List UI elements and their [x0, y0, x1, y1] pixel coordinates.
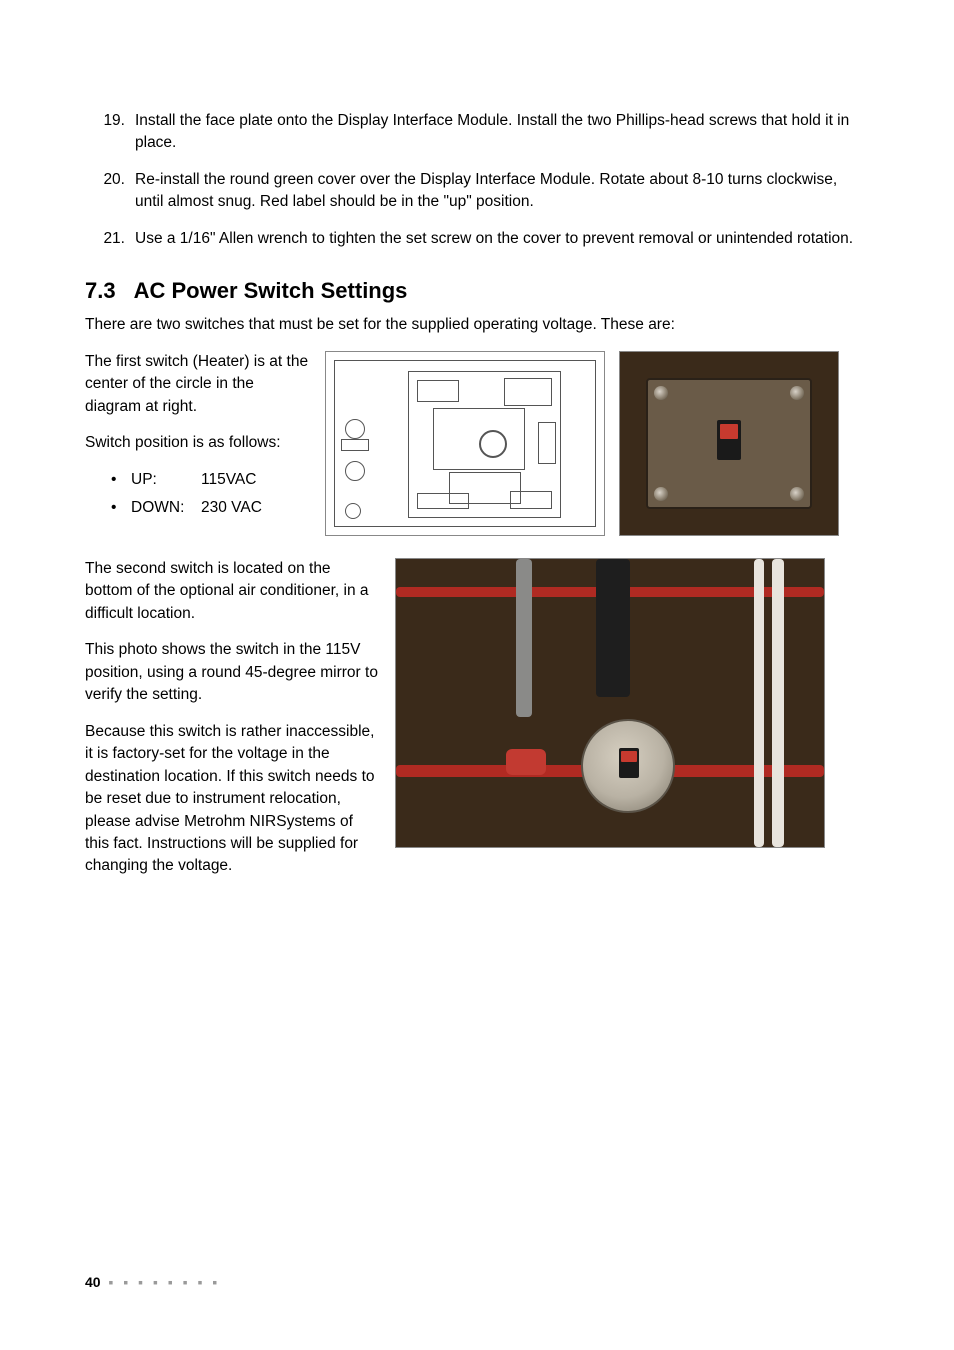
list-item: 20. Re-install the round green cover ove…: [85, 169, 869, 214]
diagram-shape: [417, 493, 469, 509]
switch1-row: The first switch (Heater) is at the cent…: [85, 351, 869, 536]
list-item: 19. Install the face plate onto the Disp…: [85, 110, 869, 155]
footer-dots-icon: ▪ ▪ ▪ ▪ ▪ ▪ ▪ ▪: [108, 1274, 220, 1290]
list-item: 21. Use a 1/16" Allen wrench to tighten …: [85, 228, 869, 250]
photo-panel: [646, 378, 812, 509]
mirror-icon: [581, 719, 675, 813]
list-item-number: 19.: [85, 110, 135, 155]
diagram-shape: [417, 380, 459, 402]
switch2-para2: This photo shows the switch in the 115V …: [85, 639, 379, 706]
switch-pos-value: 230 VAC: [201, 499, 262, 516]
mirrored-voltage-switch-icon: [619, 748, 639, 778]
list-item-text: Install the face plate onto the Display …: [135, 110, 869, 155]
switch1-text: The first switch (Heater) is at the cent…: [85, 351, 325, 536]
diagram-shape: [504, 378, 552, 406]
switch-pos-value: 115VAC: [201, 471, 256, 488]
list-item-text: Use a 1/16" Allen wrench to tighten the …: [135, 228, 869, 250]
num: 19.: [103, 112, 125, 129]
switch2-row: The second switch is located on the bott…: [85, 558, 869, 892]
diagram-shape: [510, 491, 552, 509]
heater-switch-marker-icon: [479, 430, 507, 458]
diagram-shape: [345, 461, 365, 481]
heater-switch-photo: [619, 351, 839, 536]
heater-switch-diagram: [325, 351, 605, 536]
wire-white-icon: [754, 559, 764, 847]
switch1-para1: The first switch (Heater) is at the cent…: [85, 351, 309, 418]
wire-white-icon: [772, 559, 784, 847]
section-intro: There are two switches that must be set …: [85, 314, 869, 336]
list-item-number: 20.: [85, 169, 135, 214]
terminal-red-icon: [506, 749, 546, 775]
voltage-switch-icon: [717, 420, 741, 460]
page-footer: 40 ▪ ▪ ▪ ▪ ▪ ▪ ▪ ▪: [85, 1274, 220, 1290]
switch1-para2: Switch position is as follows:: [85, 432, 309, 454]
resume-ordered-list: 19. Install the face plate onto the Disp…: [85, 110, 869, 250]
screw-icon: [654, 386, 668, 400]
num: 21.: [103, 230, 125, 247]
diagram-inner: [408, 371, 561, 518]
diagram-shape: [345, 419, 365, 439]
section-title: AC Power Switch Settings: [134, 278, 408, 303]
section-heading: 7.3 AC Power Switch Settings: [85, 278, 869, 304]
screw-icon: [790, 487, 804, 501]
switch2-text: The second switch is located on the bott…: [85, 558, 395, 892]
screw-icon: [654, 487, 668, 501]
wire-grey-icon: [516, 559, 532, 717]
switch-position-item: UP:115VAC: [131, 469, 309, 491]
switch2-para1: The second switch is located on the bott…: [85, 558, 379, 625]
diagram-shape: [345, 503, 361, 519]
diagram-frame: [334, 360, 596, 527]
switch-pos-label: DOWN:: [131, 497, 201, 519]
page-number: 40: [85, 1274, 101, 1290]
diagram-shape: [341, 439, 369, 451]
switch-positions-list: UP:115VAC DOWN:230 VAC: [131, 469, 309, 520]
ac-switch-mirror-photo: [395, 558, 825, 848]
num: 20.: [103, 171, 125, 188]
switch-position-item: DOWN:230 VAC: [131, 497, 309, 519]
switch2-para3: Because this switch is rather inaccessib…: [85, 721, 379, 878]
list-item-number: 21.: [85, 228, 135, 250]
connector-black-icon: [596, 559, 630, 697]
section-number: 7.3: [85, 278, 116, 304]
page: 19. Install the face plate onto the Disp…: [0, 0, 954, 1350]
list-item-text: Re-install the round green cover over th…: [135, 169, 869, 214]
diagram-shape: [538, 422, 556, 464]
switch-pos-label: UP:: [131, 469, 201, 491]
screw-icon: [790, 386, 804, 400]
